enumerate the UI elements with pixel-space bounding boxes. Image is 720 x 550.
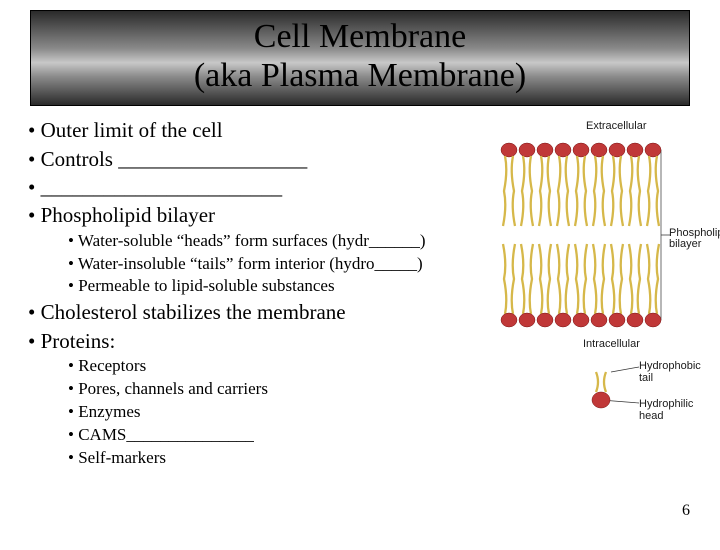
subbullet-cams: CAMS_______________ [68,424,692,447]
label-extracellular: Extracellular [586,120,647,132]
title-line-1: Cell Membrane [31,17,689,56]
label-phospholipid-bilayer: Phospholipid bilayer [669,228,720,250]
label-hydrophilic-head: Hydrophilic head [639,398,716,422]
subbullet-selfmarkers: Self-markers [68,447,692,470]
label-hydrophobic-tail: Hydrophobic tail [639,360,716,384]
label-intracellular: Intracellular [583,338,640,350]
title-banner: Cell Membrane (aka Plasma Membrane) [30,10,690,106]
title-line-2: (aka Plasma Membrane) [31,56,689,95]
page-number: 6 [682,502,690,520]
membrane-diagram: Extracellular Phospholipid bilayer Intra… [491,120,716,420]
